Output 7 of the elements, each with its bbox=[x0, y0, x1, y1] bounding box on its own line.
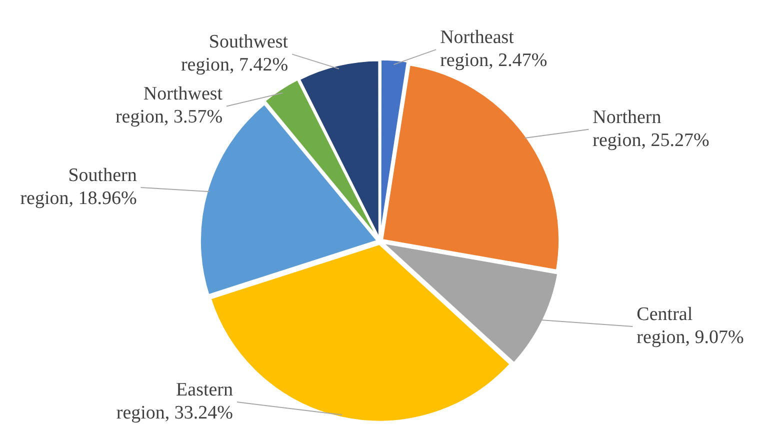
slice-label: Northwest region, 3.57% bbox=[115, 84, 224, 128]
slice-label: Northern region, 25.27% bbox=[592, 106, 710, 151]
slice-label: Southern region, 18.96% bbox=[20, 164, 138, 209]
slice-label: Eastern region, 33.24% bbox=[116, 379, 234, 424]
slice-label: Central region, 9.07% bbox=[636, 304, 744, 348]
slice-label: Southwest region, 7.42% bbox=[180, 32, 289, 76]
slice-label: Northeast region, 2.47% bbox=[440, 27, 548, 72]
